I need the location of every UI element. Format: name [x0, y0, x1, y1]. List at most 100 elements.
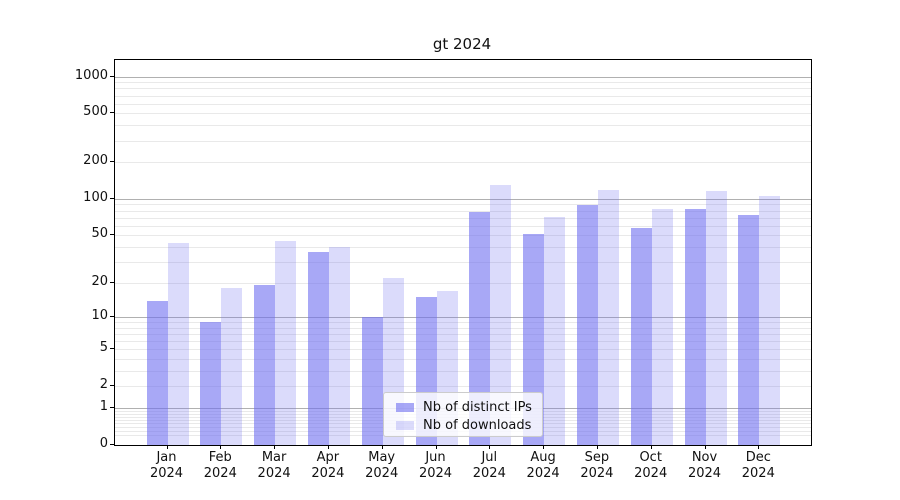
bar-distinct-ips-jan — [146, 300, 168, 445]
y-axis-tick-mark — [110, 234, 114, 236]
x-axis-tick-mark — [166, 445, 168, 449]
gridline-minor — [115, 386, 811, 388]
x-axis-tick-mark — [220, 445, 222, 449]
bar-downloads-dec — [759, 195, 781, 445]
gridline-major — [115, 317, 811, 319]
legend-swatch-downloads — [396, 421, 414, 430]
x-axis-tick-label: Jun 2024 — [418, 450, 453, 481]
gridline-minor — [115, 349, 811, 351]
y-axis-tick-label: 20 — [91, 273, 108, 289]
y-axis-tick-label: 1 — [99, 399, 108, 415]
y-axis-tick-mark — [110, 161, 114, 163]
y-axis-tick-mark — [110, 75, 114, 77]
gridline-major — [115, 76, 811, 78]
y-axis-tick-label: 1000 — [74, 67, 108, 83]
gridline-minor — [115, 204, 811, 206]
gridline-minor — [115, 140, 811, 142]
x-axis-tick-label: May 2024 — [365, 450, 399, 481]
bar-distinct-ips-feb — [200, 322, 222, 445]
x-axis-tick-mark — [758, 445, 760, 449]
y-axis-tick-label: 500 — [83, 104, 108, 120]
bar-downloads-nov — [705, 191, 727, 445]
chart-title: gt 2024 — [432, 35, 492, 53]
x-axis-tick-label: Aug 2024 — [526, 450, 560, 481]
gridline-minor — [115, 125, 811, 127]
bar-downloads-oct — [651, 209, 673, 445]
gridline-minor — [115, 322, 811, 324]
bar-distinct-ips-may — [361, 317, 383, 445]
x-axis-tick-label: Apr 2024 — [311, 450, 345, 481]
gridline-minor — [115, 261, 811, 263]
gridline-minor — [115, 341, 811, 343]
gridline-minor — [115, 371, 811, 373]
gridline-minor — [115, 162, 811, 164]
plot-area — [114, 59, 812, 446]
bar-distinct-ips-nov — [684, 208, 706, 445]
legend-label-downloads: Nb of downloads — [423, 418, 532, 433]
gridline-minor — [115, 88, 811, 90]
x-axis-tick-label: Nov 2024 — [687, 450, 722, 481]
x-axis-tick-label: Dec 2024 — [741, 450, 775, 481]
legend-item-downloads: Nb of downloads — [396, 416, 542, 435]
gridline-minor — [115, 113, 811, 115]
bar-distinct-ips-dec — [738, 214, 760, 445]
legend-label-distinct-ips: Nb of distinct IPs — [423, 400, 532, 415]
y-axis-tick-label: 5 — [99, 340, 108, 356]
y-axis-tick-mark — [110, 444, 114, 445]
gridline-minor — [115, 246, 811, 248]
gridline-minor — [115, 217, 811, 219]
gridline-minor — [115, 235, 811, 237]
gridline-minor — [115, 210, 811, 212]
x-axis-tick-mark — [543, 445, 545, 449]
bar-distinct-ips-mar — [254, 285, 276, 445]
legend-swatch-distinct-ips — [396, 403, 414, 412]
y-axis-tick-label: 100 — [83, 189, 108, 205]
bar-downloads-jan — [167, 243, 189, 445]
bar-downloads-jul — [490, 184, 512, 445]
gridline-minor — [115, 103, 811, 105]
x-axis-tick-label: Jul 2024 — [472, 450, 506, 481]
gridline-major — [115, 198, 811, 200]
y-axis-tick-mark — [110, 407, 114, 409]
x-axis-tick-mark — [489, 445, 491, 449]
y-axis-tick-label: 2 — [99, 377, 108, 393]
bar-downloads-aug — [544, 216, 566, 445]
y-axis-tick-label: 200 — [83, 153, 108, 169]
legend: Nb of distinct IPs Nb of downloads — [383, 392, 543, 437]
bar-distinct-ips-jul — [469, 211, 491, 445]
gridline-minor — [115, 327, 811, 329]
x-axis-tick-label: Jan 2024 — [149, 450, 184, 481]
bar-distinct-ips-apr — [307, 252, 329, 445]
y-axis-tick-mark — [110, 348, 114, 350]
gridline-minor — [115, 359, 811, 361]
y-axis-tick-label: 0 — [99, 436, 108, 451]
gridline-minor — [115, 282, 811, 284]
gridline-minor — [115, 225, 811, 227]
y-axis-tick-mark — [110, 385, 114, 387]
bar-downloads-mar — [275, 240, 297, 445]
bar-downloads-feb — [221, 287, 243, 445]
gridline-minor — [115, 82, 811, 84]
x-axis-tick-mark — [274, 445, 276, 449]
x-axis-tick-label: Oct 2024 — [634, 450, 668, 481]
y-axis-tick-mark — [110, 281, 114, 283]
legend-item-distinct-ips: Nb of distinct IPs — [396, 398, 542, 417]
gridline-minor — [115, 334, 811, 336]
x-axis-tick-mark — [704, 445, 706, 449]
x-axis-tick-mark — [650, 445, 652, 449]
gridline-minor — [115, 95, 811, 97]
bar-downloads-sep — [597, 190, 619, 445]
bar-downloads-apr — [328, 246, 350, 445]
y-axis-tick-label: 10 — [91, 308, 108, 324]
bar-distinct-ips-sep — [576, 205, 598, 445]
x-axis-tick-label: Feb 2024 — [203, 450, 237, 481]
x-axis-tick-mark — [327, 445, 329, 449]
x-axis-tick-mark — [381, 445, 383, 449]
y-axis-tick-mark — [110, 197, 114, 199]
x-axis-tick-label: Mar 2024 — [257, 450, 291, 481]
y-axis-tick-label: 50 — [91, 226, 108, 242]
x-axis-tick-mark — [596, 445, 598, 449]
y-axis-tick-mark — [110, 316, 114, 318]
bar-distinct-ips-oct — [630, 228, 652, 445]
